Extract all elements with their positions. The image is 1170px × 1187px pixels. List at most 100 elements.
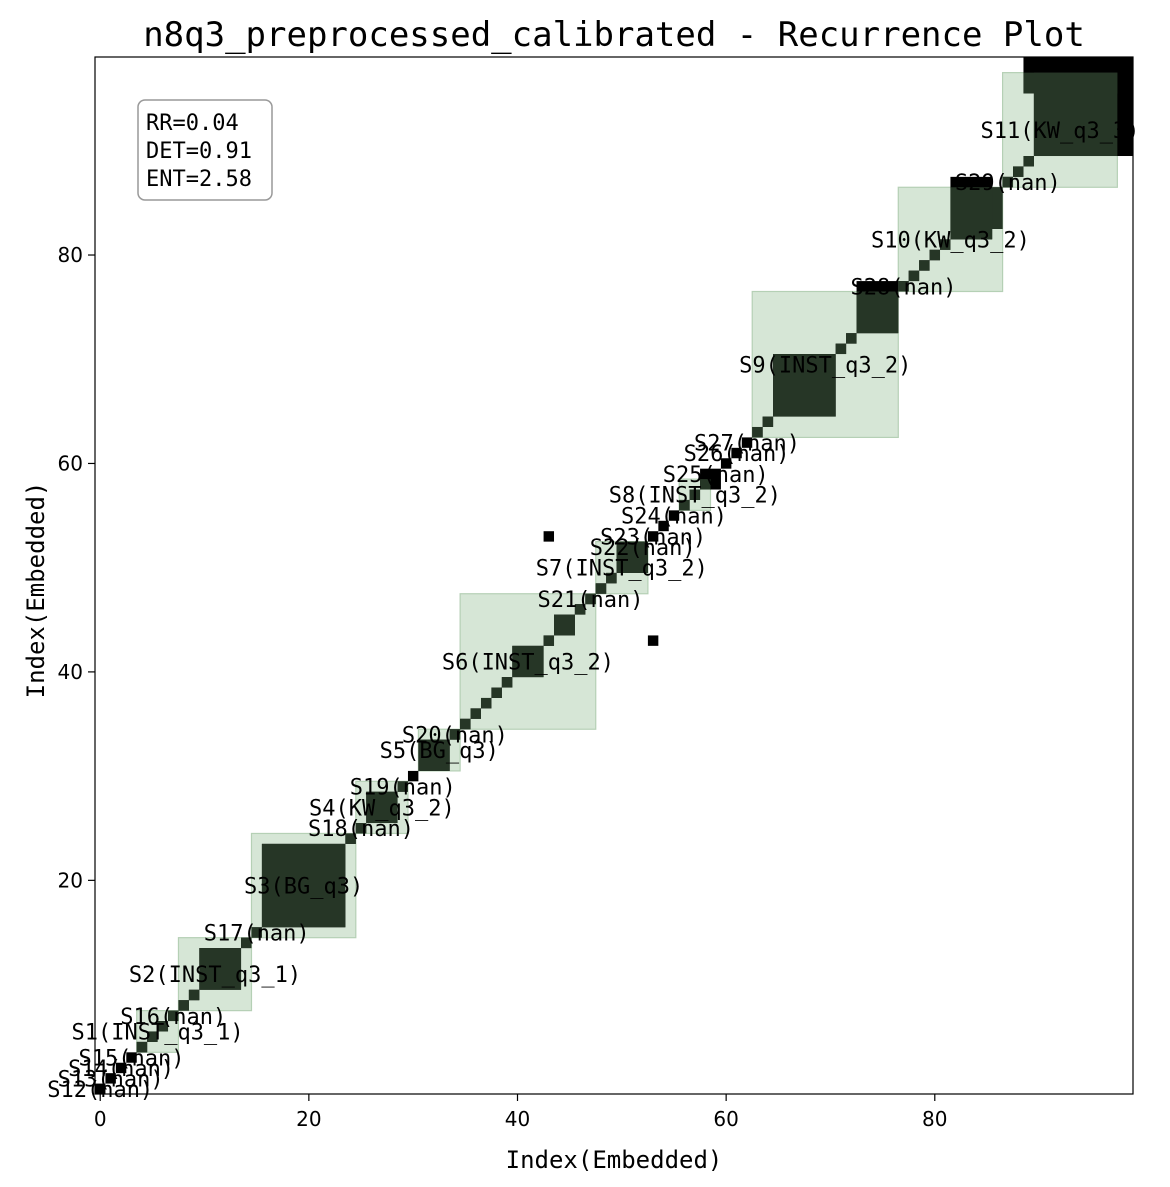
overlap-cell xyxy=(491,687,502,698)
segment-label: S3(BG_q3) xyxy=(244,875,363,900)
recurrence-cell xyxy=(95,1083,106,1094)
x-tick-label: 80 xyxy=(922,1107,947,1131)
overlap-cell xyxy=(470,708,481,719)
overlap-cell xyxy=(1023,156,1034,167)
recurrence-cell xyxy=(407,770,419,782)
segment-label: S1(INST_q3_1) xyxy=(71,1020,243,1045)
overlap-cell xyxy=(501,677,513,688)
overlap-cell xyxy=(950,187,993,240)
plot-area xyxy=(95,57,1133,1094)
segment-label: S14(nan) xyxy=(68,1057,174,1082)
overlap-cell xyxy=(418,739,450,771)
plot-frame xyxy=(94,56,1134,1095)
recurrence-cell xyxy=(668,510,680,521)
x-tick-label: 20 xyxy=(296,1107,321,1131)
overlap-cell xyxy=(136,1041,148,1053)
x-tick-label: 60 xyxy=(713,1107,738,1131)
chart-title: n8q3_preprocessed_calibrated - Recurrenc… xyxy=(143,15,1085,55)
overlap-cell xyxy=(773,354,836,417)
overlap-cell xyxy=(157,1021,169,1032)
overlap-cell xyxy=(689,489,701,500)
recurrence-cell xyxy=(647,635,659,646)
overlap-cell xyxy=(1013,166,1024,177)
overlap-cell xyxy=(355,823,367,834)
overlap-cell xyxy=(449,729,461,740)
segment-label: S17(nan) xyxy=(204,921,310,946)
overlap-cell xyxy=(241,937,252,949)
overlap-cell xyxy=(460,718,471,730)
segment-label: S28(nan) xyxy=(851,275,957,300)
segment-label: S16(nan) xyxy=(120,1005,226,1030)
overlap-cell xyxy=(700,479,711,490)
overlap-cell xyxy=(554,614,575,636)
segment-label: S15(nan) xyxy=(79,1047,185,1072)
overlap-cell xyxy=(480,697,492,709)
recurrence-cell xyxy=(731,447,742,459)
overlap-cell xyxy=(752,426,763,438)
segment-label: S21(nan) xyxy=(538,588,644,613)
overlap-cell xyxy=(188,989,200,1001)
segment-label: S22(nan) xyxy=(590,536,696,561)
stats-box: RR=0.04 DET=0.91 ENT=2.58 xyxy=(137,99,273,201)
segment-label: S18(nan) xyxy=(308,817,414,842)
overlap-cell xyxy=(574,604,586,615)
segment-label: S5(BG_q3) xyxy=(380,739,499,764)
overlap-cell xyxy=(856,291,899,334)
segment-label: S7(INST_q3_2) xyxy=(536,557,708,582)
overlap-cell xyxy=(178,1000,189,1011)
segment-label: S24(nan) xyxy=(621,505,727,530)
overlap-cell xyxy=(168,1010,179,1022)
recurrence-cell xyxy=(105,1073,116,1084)
overlap-cell xyxy=(345,833,356,844)
segment-label: S26(nan) xyxy=(684,442,790,467)
overlap-cell xyxy=(595,583,607,594)
stats-det: DET=0.91 xyxy=(146,139,252,164)
segment-label: S10(KW_q3_2) xyxy=(871,228,1030,253)
recurrence-cell xyxy=(543,531,555,542)
segment-label: S11(KW_q3_3) xyxy=(980,119,1139,144)
x-tick-label: 40 xyxy=(505,1107,530,1131)
segment-label: S19(nan) xyxy=(350,776,456,801)
recurrence-cell xyxy=(126,1052,137,1063)
y-tick-label: 40 xyxy=(58,660,83,684)
recurrence-cell xyxy=(115,1062,127,1074)
stats-rr: RR=0.04 xyxy=(146,111,239,136)
recurrence-cell xyxy=(720,458,732,469)
overlap-cell xyxy=(261,843,346,928)
x-tick-label: 0 xyxy=(94,1107,107,1131)
segment-labels: S1(INST_q3_1) S2(INST_q3_1) S3(BG_q3) S4(KW… xyxy=(47,119,1139,1103)
overlap-cell xyxy=(908,270,920,282)
segment-label: S29(nan) xyxy=(955,171,1061,196)
segment-label: S8(INST_q3_2) xyxy=(609,484,781,509)
overlap-cell xyxy=(940,239,951,250)
segment-label: S27(nan) xyxy=(694,432,800,457)
overlap-cell xyxy=(762,416,774,427)
overlap-cell xyxy=(543,635,555,646)
overlap-cell xyxy=(147,1031,158,1042)
recurrence-cell xyxy=(647,531,659,542)
overlap-cell xyxy=(606,572,617,584)
y-tick-label: 60 xyxy=(58,451,83,475)
overlap-cell xyxy=(919,260,930,271)
segment-label: S25(nan) xyxy=(663,463,769,488)
segment-label: S9(INST_q3_2) xyxy=(739,353,911,378)
overlap-cell xyxy=(835,343,847,355)
overlap-cell xyxy=(251,927,262,938)
y-tick-label: 20 xyxy=(58,868,83,892)
recurrence-cell xyxy=(741,437,753,448)
y-tick-label: 80 xyxy=(58,243,83,267)
overlap-cell xyxy=(397,781,408,792)
overlap-cell xyxy=(199,948,242,990)
overlap-cell xyxy=(512,645,544,678)
segment-label: S13(nan) xyxy=(58,1067,164,1092)
axis-ticks: 0 20 40 60 80 20 40 60 80 xyxy=(58,243,948,1131)
segment-label: S23(nan) xyxy=(600,525,706,550)
segment-label: S6(INST_q3_2) xyxy=(442,650,614,675)
recurrence-cell xyxy=(658,520,669,532)
overlap-cell xyxy=(898,281,909,292)
segment-recurrence-overlap xyxy=(136,72,1118,1053)
stats-ent: ENT=2.58 xyxy=(146,167,252,192)
overlap-cell xyxy=(992,187,1003,229)
overlap-cell xyxy=(366,791,398,824)
overlap-cell xyxy=(929,249,941,261)
